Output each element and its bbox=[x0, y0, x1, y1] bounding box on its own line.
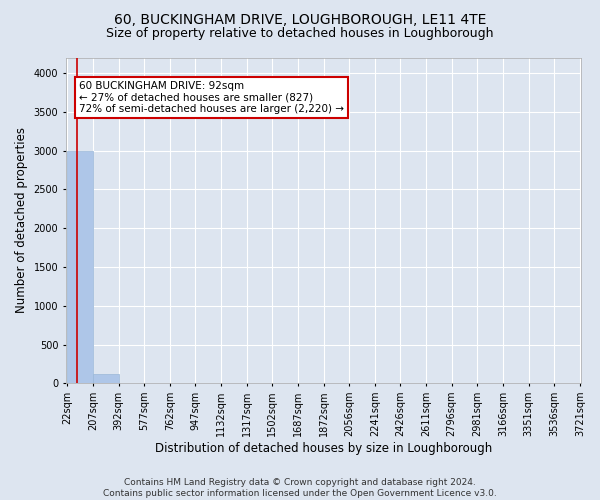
Bar bbox=[67, 150, 93, 384]
Y-axis label: Number of detached properties: Number of detached properties bbox=[15, 128, 28, 314]
Text: 60 BUCKINGHAM DRIVE: 92sqm
← 27% of detached houses are smaller (827)
72% of sem: 60 BUCKINGHAM DRIVE: 92sqm ← 27% of deta… bbox=[79, 81, 344, 114]
Bar bbox=[93, 374, 119, 384]
Text: Size of property relative to detached houses in Loughborough: Size of property relative to detached ho… bbox=[106, 28, 494, 40]
X-axis label: Distribution of detached houses by size in Loughborough: Distribution of detached houses by size … bbox=[155, 442, 492, 455]
Text: 60, BUCKINGHAM DRIVE, LOUGHBOROUGH, LE11 4TE: 60, BUCKINGHAM DRIVE, LOUGHBOROUGH, LE11… bbox=[114, 12, 486, 26]
Text: Contains HM Land Registry data © Crown copyright and database right 2024.
Contai: Contains HM Land Registry data © Crown c… bbox=[103, 478, 497, 498]
